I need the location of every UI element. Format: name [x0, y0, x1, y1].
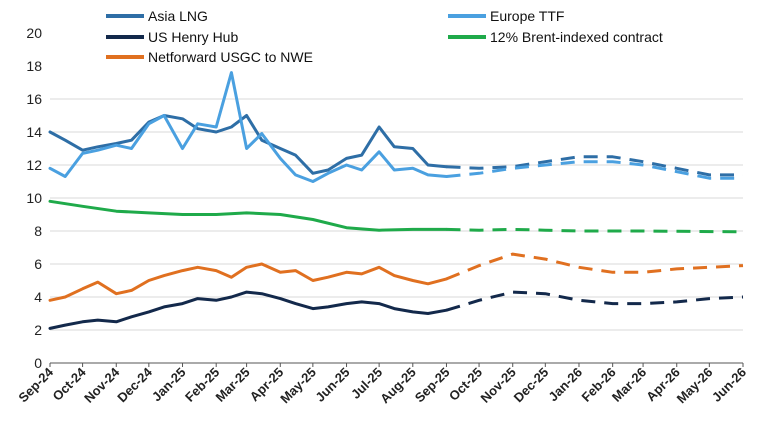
x-tick-label: Aug-25 [377, 365, 419, 407]
y-tick-label: 20 [26, 25, 42, 41]
y-tick-label: 6 [34, 256, 42, 272]
legend-label-12-brent-indexed-contract: 12% Brent-indexed contract [490, 29, 663, 45]
legend-label-europe-ttf: Europe TTF [490, 8, 564, 24]
legend-label-asia-lng: Asia LNG [148, 8, 208, 24]
x-tick-label: Dec-25 [511, 365, 552, 406]
x-tick-label: Dec-24 [114, 364, 155, 405]
x-tick-label: Jan-26 [545, 365, 585, 405]
forecast-line-us-henry-hub [446, 290, 744, 312]
x-tick-label: Mar-25 [212, 365, 252, 405]
x-tick-label: Sep-25 [412, 365, 453, 406]
series-line-12-brent-indexed-contract [48, 199, 448, 232]
x-tick-label: Nov-25 [478, 365, 519, 406]
y-tick-label: 0 [34, 355, 42, 371]
forecast-line-netforward-usgc-to-nwe [445, 252, 744, 281]
y-tick-label: 10 [26, 190, 42, 206]
x-tick-label: Jun-25 [312, 365, 352, 405]
y-axis-ticks: 0 2 4 6 8 10 12 14 16 18 20 [26, 25, 42, 371]
x-tick-label: Nov-24 [81, 364, 123, 406]
y-tick-label: 14 [26, 124, 42, 140]
forecast-line-12-brent-indexed-contract [446, 227, 744, 234]
x-axis-ticks: Sep-24Oct-24Nov-24Dec-24Jan-25Feb-25Mar-… [15, 363, 749, 406]
x-tick-label: May-25 [277, 365, 319, 407]
y-tick-label: 4 [34, 289, 42, 305]
y-tick-label: 8 [34, 223, 42, 239]
y-tick-label: 18 [26, 58, 42, 74]
legend-label-netforward-usgc-to-nwe: Netforward USGC to NWE [148, 49, 313, 65]
x-tick-label: Mar-26 [609, 365, 649, 405]
series-line-asia-lng [48, 114, 448, 175]
x-tick-label: Jun-26 [709, 365, 749, 405]
legend-box [44, 8, 744, 68]
series-lines [48, 71, 744, 330]
y-tick-label: 2 [34, 322, 42, 338]
series-line-netforward-usgc-to-nwe [48, 262, 448, 302]
y-tick-label: 16 [26, 91, 42, 107]
series-line-us-henry-hub [48, 290, 448, 330]
y-tick-label: 12 [26, 157, 42, 173]
grid [50, 32, 743, 364]
x-tick-label: Jan-25 [149, 365, 189, 405]
legend: Asia LNG Europe TTF US Henry Hub 12% Brent-… [44, 8, 744, 68]
forecast-line-asia-lng [446, 155, 743, 177]
forecast-line-europe-ttf [446, 160, 743, 180]
x-tick-label: May-26 [674, 365, 716, 407]
series-line-europe-ttf [48, 71, 448, 183]
legend-label-us-henry-hub: US Henry Hub [148, 29, 238, 45]
